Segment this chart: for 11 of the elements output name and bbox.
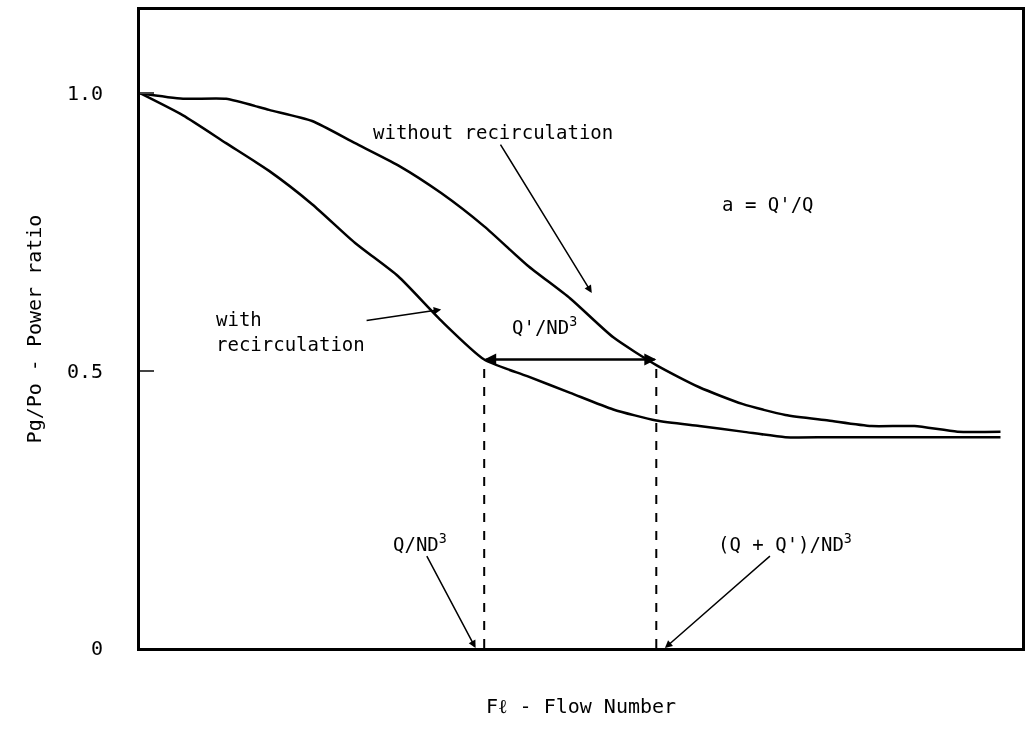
- x-axis-title: Fℓ - Flow Number: [485, 693, 677, 718]
- annotation: Q/ND$^{3}$: [393, 531, 447, 555]
- annotation: Q'/ND$^{3}$: [512, 314, 578, 338]
- y-tick-label: 0.5: [66, 358, 103, 383]
- annotation: (Q + Q')/ND$^{3}$: [718, 531, 852, 555]
- annotation: with recirculation: [216, 308, 365, 355]
- annotation: a = Q'/Q: [722, 193, 814, 215]
- y-axis-title: Pg/Po - Power ratio: [22, 214, 47, 444]
- annotation: without recirculation: [373, 121, 614, 143]
- y-tick-label: 1.0: [66, 81, 103, 106]
- y-tick-label: 0: [90, 636, 103, 660]
